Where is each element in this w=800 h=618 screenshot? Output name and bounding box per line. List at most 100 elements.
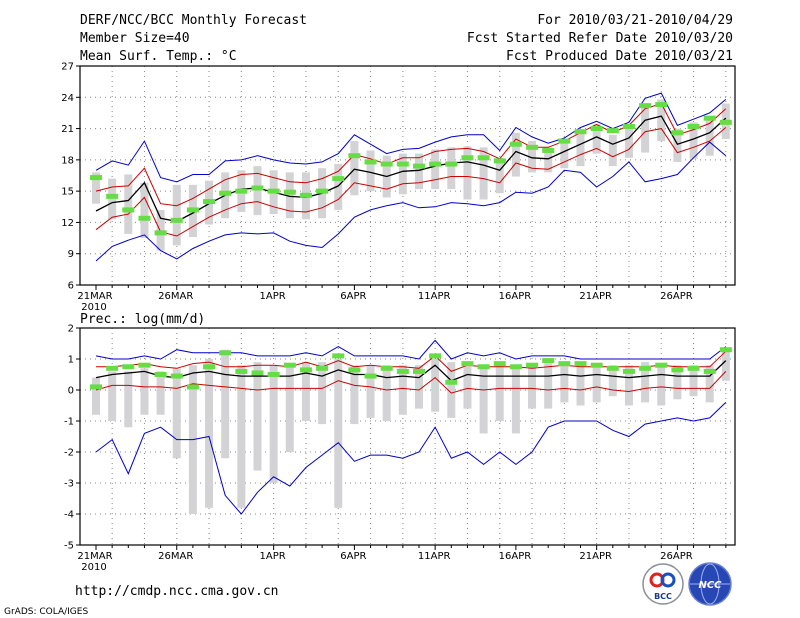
footer-credit: GrADS: COLA/IGES <box>4 607 88 617</box>
xtick-label-6APR: 6APR <box>340 551 366 562</box>
spread-bar-28APR <box>705 116 714 156</box>
spread-bar-10APR <box>415 153 423 190</box>
spread-bar-26MAR <box>172 368 181 459</box>
spread-bar-13APR <box>463 146 472 200</box>
marker-22MAR <box>106 365 119 371</box>
spread-bar-7APR <box>366 150 375 192</box>
ytick-label: 24 <box>61 93 74 104</box>
marker-25APR <box>655 102 668 108</box>
xtick-label-11APR: 11APR <box>418 291 451 302</box>
marker-17APR <box>526 362 539 368</box>
marker-26APR <box>671 367 684 373</box>
spread-bar-9APR <box>398 365 407 415</box>
ytick-label: -5 <box>64 541 74 552</box>
spread-bar-20APR <box>576 362 585 406</box>
marker-15APR <box>493 158 506 164</box>
series-line-spread_upper <box>96 350 727 372</box>
spread-bar-31MAR <box>253 362 262 471</box>
spread-bar-1APR <box>269 365 278 483</box>
header-produced-date: Fcst Produced Date 2010/03/21 <box>506 49 733 64</box>
spread-bar-11APR <box>431 149 440 190</box>
marker-4APR <box>316 365 329 371</box>
marker-27MAR <box>186 207 199 213</box>
xtick-label-21APR: 21APR <box>579 551 612 562</box>
header-period: For 2010/03/21-2010/04/29 <box>537 13 733 28</box>
marker-14APR <box>477 364 490 370</box>
spread-bar-31MAR <box>253 166 262 216</box>
spread-bar-18APR <box>544 362 553 409</box>
marker-30MAR <box>235 188 248 194</box>
marker-11APR <box>429 353 442 359</box>
spread-bar-6APR <box>350 141 359 196</box>
spread-bar-17APR <box>528 365 537 409</box>
marker-3APR <box>299 192 312 198</box>
spread-bar-11APR <box>431 359 440 412</box>
marker-23MAR <box>122 364 135 370</box>
marker-26APR <box>671 130 684 136</box>
spread-bar-6APR <box>350 365 359 425</box>
ytick-label: 18 <box>61 155 74 166</box>
ytick-label: -4 <box>64 510 74 521</box>
spread-bar-27APR <box>689 122 698 159</box>
temperature-panel: 6 9 12 15 18 21 24 27 21MAR 26MAR 1APR 6APR 11APR 16A… <box>61 62 736 313</box>
spread-bar-29APR <box>721 349 730 381</box>
series-line-min <box>95 92 727 183</box>
ytick-label: 15 <box>61 187 74 198</box>
ncc-logo: NCC <box>688 562 732 606</box>
marker-13APR <box>461 155 474 161</box>
marker-26MAR <box>170 217 183 223</box>
series-line-spread_upper <box>95 102 727 207</box>
marker-21MAR <box>90 175 102 181</box>
spread-bar-12APR <box>447 362 456 418</box>
marker-23MAR <box>122 207 135 213</box>
spread-bar-19APR <box>560 362 569 403</box>
spread-bar-25MAR <box>156 371 165 415</box>
marker-27APR <box>687 123 700 129</box>
spread-bar-24MAR <box>140 182 149 239</box>
spread-bar-28APR <box>705 365 714 403</box>
marker-21MAR <box>90 384 102 390</box>
marker-30MAR <box>235 368 248 374</box>
spread-bar-25APR <box>657 365 666 406</box>
spread-bar-27APR <box>689 365 698 397</box>
spread-bar-3APR <box>301 362 310 421</box>
series-line-max <box>95 339 727 360</box>
spread-bar-24APR <box>641 103 650 153</box>
marker-7APR <box>364 159 377 165</box>
marker-19APR <box>558 138 571 144</box>
marker-21APR <box>590 362 603 368</box>
marker-24APR <box>639 103 652 109</box>
marker-28APR <box>703 115 716 121</box>
xtick-label-16APR: 16APR <box>499 291 532 302</box>
ytick-label: 6 <box>68 281 74 292</box>
marker-4APR <box>316 188 329 194</box>
spread-bar-21APR <box>592 365 601 403</box>
xtick-year: 2010 <box>81 302 106 313</box>
xtick-label-26APR: 26APR <box>660 291 693 302</box>
ytick-label: 21 <box>61 124 74 135</box>
marker-6APR <box>348 367 361 373</box>
spread-bar-23APR <box>624 126 633 158</box>
series-line-min <box>95 402 727 515</box>
marker-16APR <box>509 141 522 147</box>
spread-bar-25APR <box>657 99 666 142</box>
marker-28APR <box>703 368 716 374</box>
spread-bar-22MAR <box>108 371 117 421</box>
marker-14APR <box>477 155 490 161</box>
ncc-logo-text: NCC <box>698 580 722 591</box>
spread-bar-26APR <box>673 365 682 400</box>
spread-bar-14APR <box>479 365 488 434</box>
marker-24APR <box>639 365 652 371</box>
marker-12APR <box>445 161 458 167</box>
spread-bar-22MAR <box>108 178 117 220</box>
ytick-label: 2 <box>68 324 74 335</box>
spread-bar-30MAR <box>237 365 246 508</box>
marker-9APR <box>396 368 409 374</box>
marker-1APR <box>267 372 280 377</box>
marker-22MAR <box>106 193 119 199</box>
precipitation-panel: -5 -4 -3 -2 -1 0 1 2 21MAR 26MAR 1APR 6APR 11APR 16AP… <box>64 324 736 573</box>
marker-11APR <box>429 161 442 167</box>
xtick-label-6APR: 6APR <box>340 291 366 302</box>
marker-24MAR <box>138 215 151 221</box>
